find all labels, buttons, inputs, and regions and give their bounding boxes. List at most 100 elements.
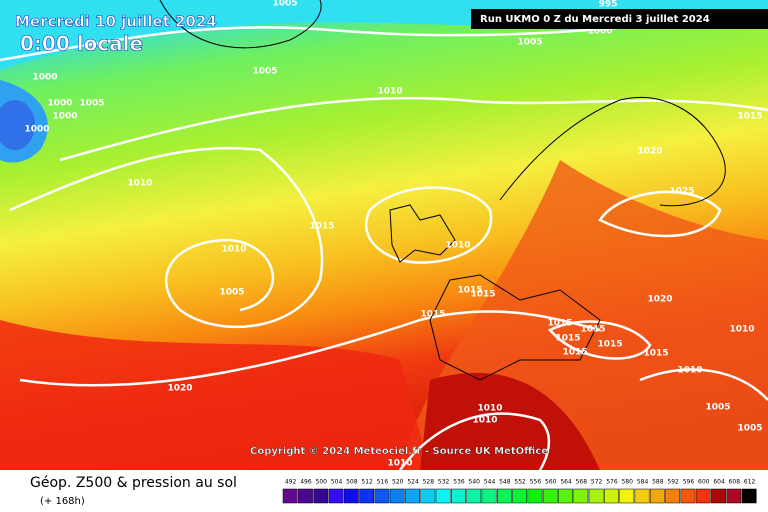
isobar-label: 1015 xyxy=(597,340,622,350)
isobar-label: 1010 xyxy=(127,179,152,189)
z500-field xyxy=(0,320,430,470)
legend-label: 540 xyxy=(469,479,481,486)
legend-swatch xyxy=(298,488,313,504)
copyright: Copyright © 2024 Meteociel.fr - Source U… xyxy=(250,446,548,457)
legend-swatch xyxy=(680,488,696,504)
legend-label: 532 xyxy=(438,479,450,486)
isobar-label: 1000 xyxy=(32,73,57,83)
legend-swatch xyxy=(466,488,482,504)
legend-label: 576 xyxy=(606,479,618,486)
isobar-label: 1010 xyxy=(677,366,702,376)
legend-label: 568 xyxy=(576,479,588,486)
legend: 492 496 500 504 508 512 516 520 524 528 532 536 540 5… xyxy=(282,479,757,504)
isobar-label: 1010 xyxy=(445,241,470,251)
isobar-label: 1005 xyxy=(272,0,297,9)
legend-label: 516 xyxy=(377,479,389,486)
isobar-label: 1015 xyxy=(555,334,580,344)
legend-label: 584 xyxy=(637,479,649,486)
legend-swatch xyxy=(405,488,420,504)
isobar-label: 1010 xyxy=(377,87,402,97)
legend-swatch xyxy=(741,488,757,504)
isobar-label: 1020 xyxy=(167,384,192,394)
legend-label: 548 xyxy=(499,479,511,486)
legend-swatch xyxy=(649,488,665,504)
legend-label: 544 xyxy=(484,479,496,486)
isobar-label: 1020 xyxy=(637,147,662,157)
isobar-label: 1015 xyxy=(643,349,668,359)
z500-field xyxy=(0,100,35,150)
legend-swatch xyxy=(619,488,635,504)
legend-swatch xyxy=(634,488,650,504)
footer-subtitle: (+ 168h) xyxy=(40,496,85,507)
legend-swatch xyxy=(558,488,573,504)
legend-swatch xyxy=(512,488,528,504)
time: 0:00 locale xyxy=(20,32,143,56)
isobar-label: 1000 xyxy=(587,27,612,37)
isobar-label: 1010 xyxy=(221,245,246,255)
isobar-label: 1000 xyxy=(24,125,49,135)
legend-swatch xyxy=(282,488,298,504)
legend-swatch xyxy=(313,488,329,504)
isobar-label: 1015 xyxy=(420,310,445,320)
isobar-label: 1010 xyxy=(729,325,754,335)
run-info: Run UKMO 0 Z du Mercredi 3 juillet 2024 xyxy=(480,14,710,25)
legend-swatch xyxy=(496,488,512,504)
legend-label: 580 xyxy=(622,479,634,486)
legend-label: 564 xyxy=(560,479,572,486)
legend-label: 524 xyxy=(407,479,419,486)
legend-label: 604 xyxy=(713,479,725,486)
legend-swatch xyxy=(665,488,681,504)
isobar-label: 1020 xyxy=(647,295,672,305)
isobar-label: 1000 xyxy=(47,99,72,109)
legend-swatch xyxy=(420,488,436,504)
isobar-label: 1010 xyxy=(387,459,412,469)
legend-label: 528 xyxy=(423,479,435,486)
legend-swatch xyxy=(527,488,543,504)
footer-title: Géop. Z500 & pression au sol xyxy=(30,475,237,491)
legend-swatch xyxy=(389,488,405,504)
legend-label: 496 xyxy=(300,479,312,486)
legend-label: 552 xyxy=(514,479,526,486)
isobar-label: 1015 xyxy=(562,348,587,358)
z500-field xyxy=(420,372,600,470)
isobar-label: 1015 xyxy=(737,112,762,122)
isobar-label: 1005 xyxy=(737,424,762,434)
legend-label: 512 xyxy=(361,479,373,486)
run-box xyxy=(471,9,768,29)
isobar-label: 1010 xyxy=(477,404,502,414)
isobar-label: 1015 xyxy=(547,319,572,329)
legend-swatch xyxy=(435,488,451,504)
date: Mercredi 10 juillet 2024 xyxy=(15,13,217,31)
isobar-label: 1005 xyxy=(79,99,104,109)
legend-swatch xyxy=(359,488,375,504)
isobar-label: 1015 xyxy=(309,222,334,232)
legend-swatch xyxy=(343,488,359,504)
legend-label: 592 xyxy=(667,479,679,486)
legend-label: 504 xyxy=(331,479,343,486)
isobar-label: 1015 xyxy=(580,325,605,335)
legend-label: 588 xyxy=(652,479,664,486)
legend-swatch xyxy=(328,488,344,504)
legend-label: 500 xyxy=(316,479,328,486)
isobar-label: 1005 xyxy=(705,403,730,413)
legend-label: 520 xyxy=(392,479,404,486)
legend-swatch xyxy=(695,488,711,504)
isobar-label: 1000 xyxy=(52,112,77,122)
legend-label: 556 xyxy=(530,479,542,486)
legend-swatch xyxy=(711,488,726,504)
isobars xyxy=(0,18,768,471)
legend-swatch xyxy=(726,488,742,504)
isobar-label: 1005 xyxy=(517,38,542,48)
legend-swatch xyxy=(542,488,558,504)
isobar-label: 1015 xyxy=(470,290,495,300)
legend-label: 492 xyxy=(285,479,297,486)
isobar-label: 1015 xyxy=(457,286,482,296)
legend-label: 536 xyxy=(453,479,465,486)
isobar-label: 1005 xyxy=(219,288,244,298)
legend-label: 508 xyxy=(346,479,358,486)
isobar-label: 1025 xyxy=(669,187,694,197)
isobar-label: 995 xyxy=(599,0,618,10)
